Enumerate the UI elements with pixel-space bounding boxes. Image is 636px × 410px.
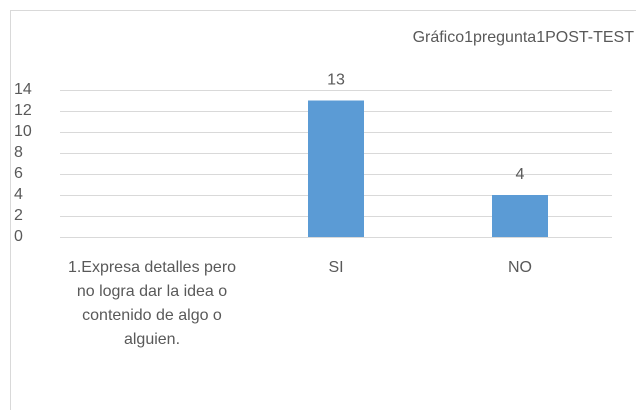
chart-title: Gráfico1pregunta1POST-TEST xyxy=(413,29,635,46)
y-tick-label: 4 xyxy=(14,186,23,203)
x-tick-label-box: NO xyxy=(508,259,532,276)
bar xyxy=(492,195,548,237)
x-tick-label: 1.Expresa detalles pero no logra dar la … xyxy=(67,259,237,348)
x-tick-label: NO xyxy=(508,259,532,276)
x-tick-label: SI xyxy=(328,259,344,276)
bar xyxy=(308,100,364,237)
y-tick-label: 0 xyxy=(14,228,23,245)
data-label: 13 xyxy=(327,72,345,89)
y-tick-label: 12 xyxy=(14,102,32,119)
y-tick-label: 8 xyxy=(14,144,23,161)
data-label: 4 xyxy=(516,166,525,183)
x-tick-label-box: 1.Expresa detalles pero no logra dar la … xyxy=(67,259,237,348)
y-tick-label: 14 xyxy=(14,81,32,98)
y-tick-label: 10 xyxy=(14,123,32,140)
y-tick-label: 6 xyxy=(14,165,23,182)
y-tick-label: 2 xyxy=(14,207,23,224)
x-tick-label-box: SI xyxy=(328,259,344,276)
